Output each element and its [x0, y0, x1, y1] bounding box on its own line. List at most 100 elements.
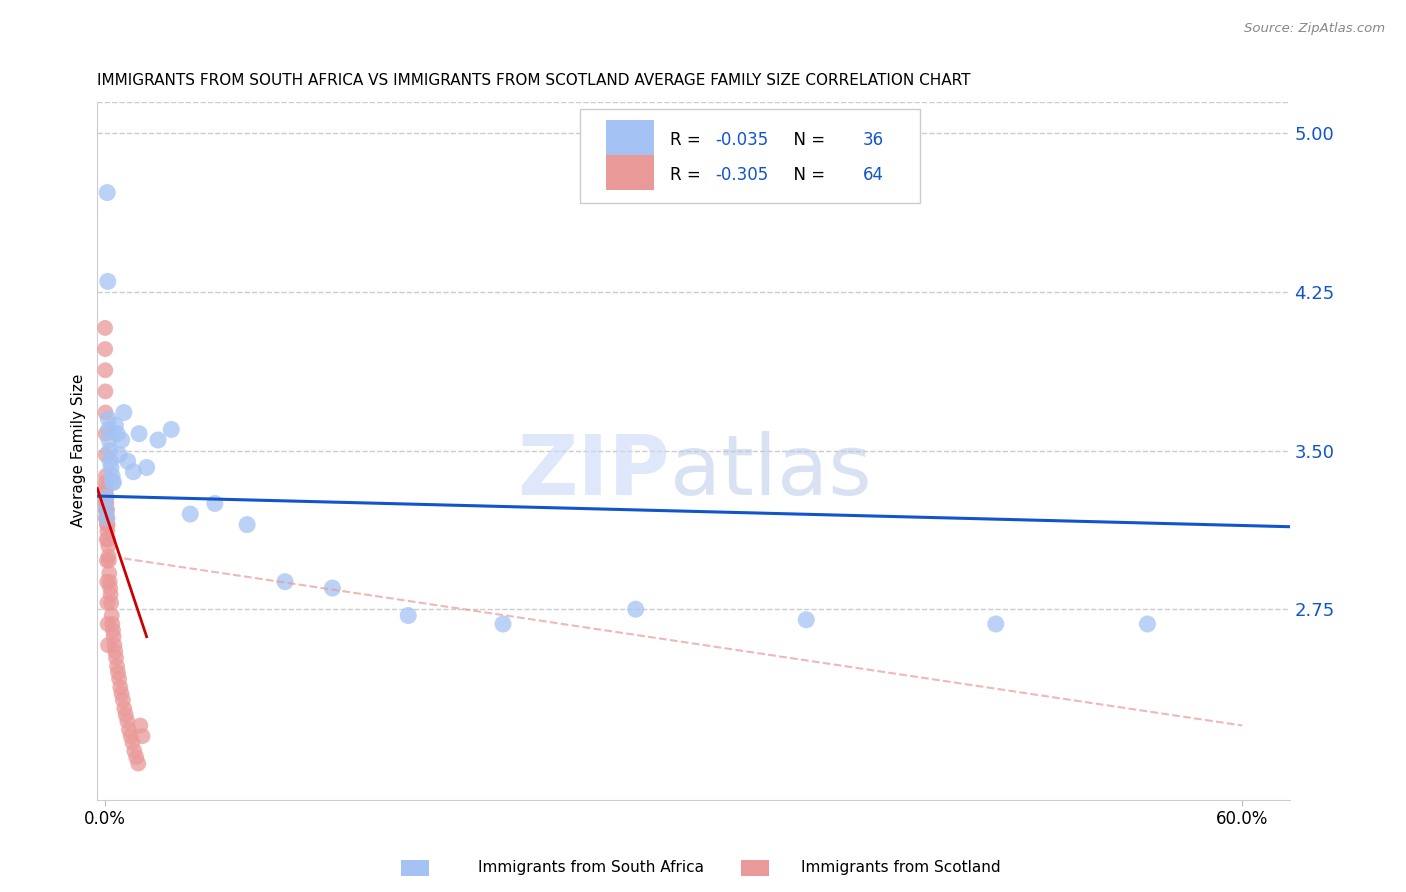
Point: [121, 735, 143, 749]
Bar: [606, 155, 654, 190]
Point: [94, 490, 117, 504]
Point: [97, 412, 120, 426]
Point: [94, 496, 117, 510]
Point: [96, 511, 118, 525]
Text: ZIP: ZIP: [517, 431, 669, 512]
Point: [100, 596, 122, 610]
Text: N =: N =: [783, 166, 831, 184]
Point: [97, 517, 120, 532]
Point: [96, 507, 118, 521]
Point: [101, 617, 124, 632]
Point: [117, 454, 139, 468]
Point: [98, 574, 121, 589]
Point: [111, 693, 134, 707]
Point: [96, 511, 118, 525]
Point: [107, 665, 129, 680]
Point: [1136, 617, 1159, 632]
Point: [97, 422, 120, 436]
Point: [96, 524, 118, 538]
Point: [96, 574, 118, 589]
Point: [96, 517, 118, 532]
Point: [108, 448, 131, 462]
Point: [179, 507, 201, 521]
Point: [101, 475, 124, 490]
Point: [94, 321, 117, 335]
Point: [96, 596, 118, 610]
Point: [110, 433, 132, 447]
Point: [94, 503, 117, 517]
Point: [94, 448, 117, 462]
Point: [96, 490, 118, 504]
Y-axis label: Average Family Size: Average Family Size: [72, 374, 86, 527]
Point: [94, 469, 117, 483]
Point: [94, 426, 117, 441]
Point: [122, 465, 145, 479]
Point: [94, 363, 117, 377]
Point: [94, 511, 117, 525]
Point: [100, 587, 122, 601]
Point: [112, 405, 135, 419]
Text: atlas: atlas: [669, 431, 872, 512]
Point: [794, 613, 817, 627]
Text: -0.305: -0.305: [716, 166, 768, 184]
Point: [96, 533, 118, 547]
Bar: [606, 120, 654, 155]
Point: [101, 469, 124, 483]
Point: [97, 553, 120, 567]
Text: R =: R =: [669, 131, 706, 149]
Point: [114, 707, 136, 722]
Point: [103, 638, 125, 652]
Point: [96, 496, 118, 510]
Point: [120, 729, 142, 743]
Point: [100, 460, 122, 475]
Text: -0.035: -0.035: [716, 131, 768, 149]
Point: [204, 496, 226, 510]
Point: [96, 511, 118, 525]
Point: [98, 443, 121, 458]
Point: [98, 454, 121, 468]
Point: [94, 475, 117, 490]
Point: [94, 405, 117, 419]
Point: [94, 384, 117, 399]
Point: [146, 433, 169, 447]
Point: [492, 617, 515, 632]
Point: [97, 533, 120, 547]
Point: [110, 681, 132, 695]
Point: [97, 539, 120, 553]
Text: R =: R =: [669, 166, 706, 184]
Point: [100, 608, 122, 623]
Point: [274, 574, 297, 589]
Point: [98, 581, 121, 595]
Point: [94, 486, 117, 500]
Point: [396, 608, 419, 623]
Point: [129, 718, 152, 732]
Point: [128, 426, 150, 441]
Point: [624, 602, 647, 616]
Point: [104, 418, 127, 433]
Point: [103, 630, 125, 644]
Text: Immigrants from South Africa: Immigrants from South Africa: [478, 860, 704, 874]
Point: [135, 460, 157, 475]
Point: [97, 617, 120, 632]
Point: [94, 490, 117, 504]
Point: [98, 566, 121, 581]
Text: N =: N =: [783, 131, 831, 149]
Point: [97, 274, 120, 288]
FancyBboxPatch shape: [581, 109, 920, 202]
Point: [124, 744, 146, 758]
Point: [321, 581, 343, 595]
Point: [98, 433, 121, 447]
Point: [108, 672, 131, 686]
Point: [127, 756, 149, 771]
Text: Immigrants from Scotland: Immigrants from Scotland: [801, 860, 1001, 874]
Point: [96, 553, 118, 567]
Text: 64: 64: [863, 166, 884, 184]
Text: Source: ZipAtlas.com: Source: ZipAtlas.com: [1244, 22, 1385, 36]
Point: [105, 426, 128, 441]
Point: [131, 729, 153, 743]
Point: [103, 475, 125, 490]
Point: [110, 687, 132, 701]
Point: [96, 503, 118, 517]
Point: [160, 422, 183, 436]
Text: 36: 36: [863, 131, 884, 149]
